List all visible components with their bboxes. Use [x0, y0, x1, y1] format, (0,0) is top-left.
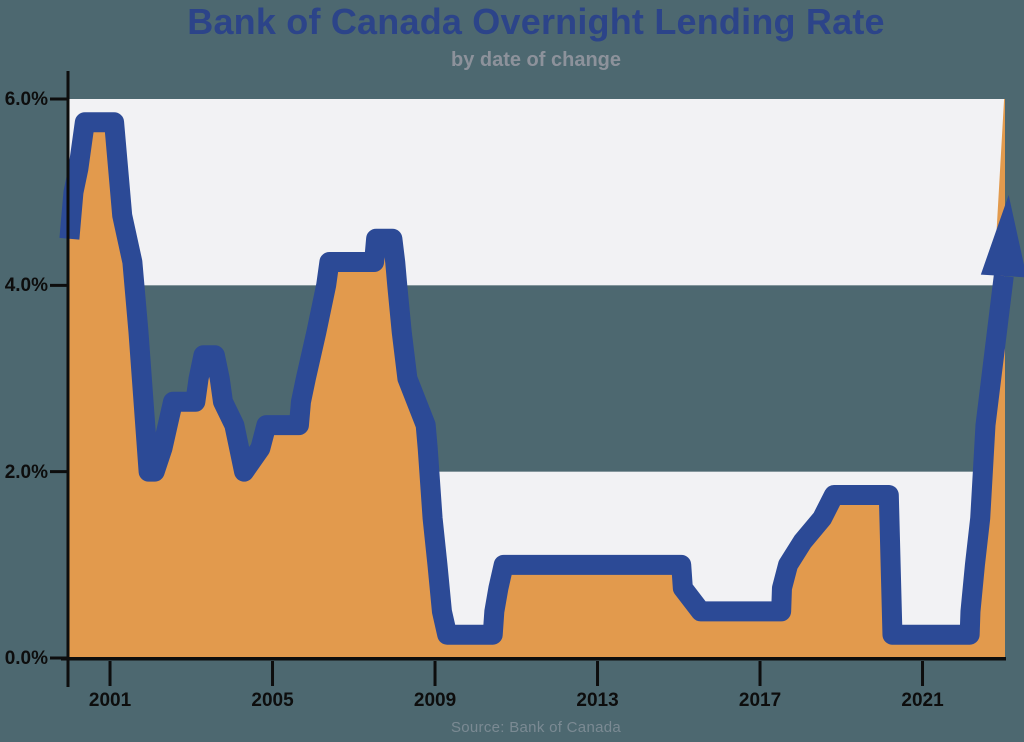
x-axis-label: 2001: [88, 690, 132, 711]
x-axis-label: 2009: [413, 690, 457, 711]
chart-header: Bank of Canada Overnight Lending Rate by…: [48, 0, 1024, 72]
rate-area-fill: [69, 99, 1005, 658]
source-note: Source: Bank of Canada: [450, 719, 622, 736]
chart-title: Bank of Canada Overnight Lending Rate: [187, 1, 885, 42]
y-axis-label: 4.0%: [4, 275, 48, 297]
y-axis-label: 2.0%: [4, 461, 48, 483]
plot-band-4-6pct: [68, 98, 1005, 286]
x-axis-label: 2013: [576, 690, 619, 711]
up-arrow-icon: [980, 194, 1024, 278]
x-axis-label: 2021: [901, 690, 944, 711]
x-axis-label: 2017: [738, 690, 782, 711]
chart-subtitle: by date of change: [450, 48, 622, 71]
y-axis-label: 0.0%: [4, 648, 48, 669]
y-axis-label: 6.0%: [4, 88, 48, 110]
x-axis-label: 2005: [251, 690, 294, 711]
rate-line: [59, 112, 1014, 645]
